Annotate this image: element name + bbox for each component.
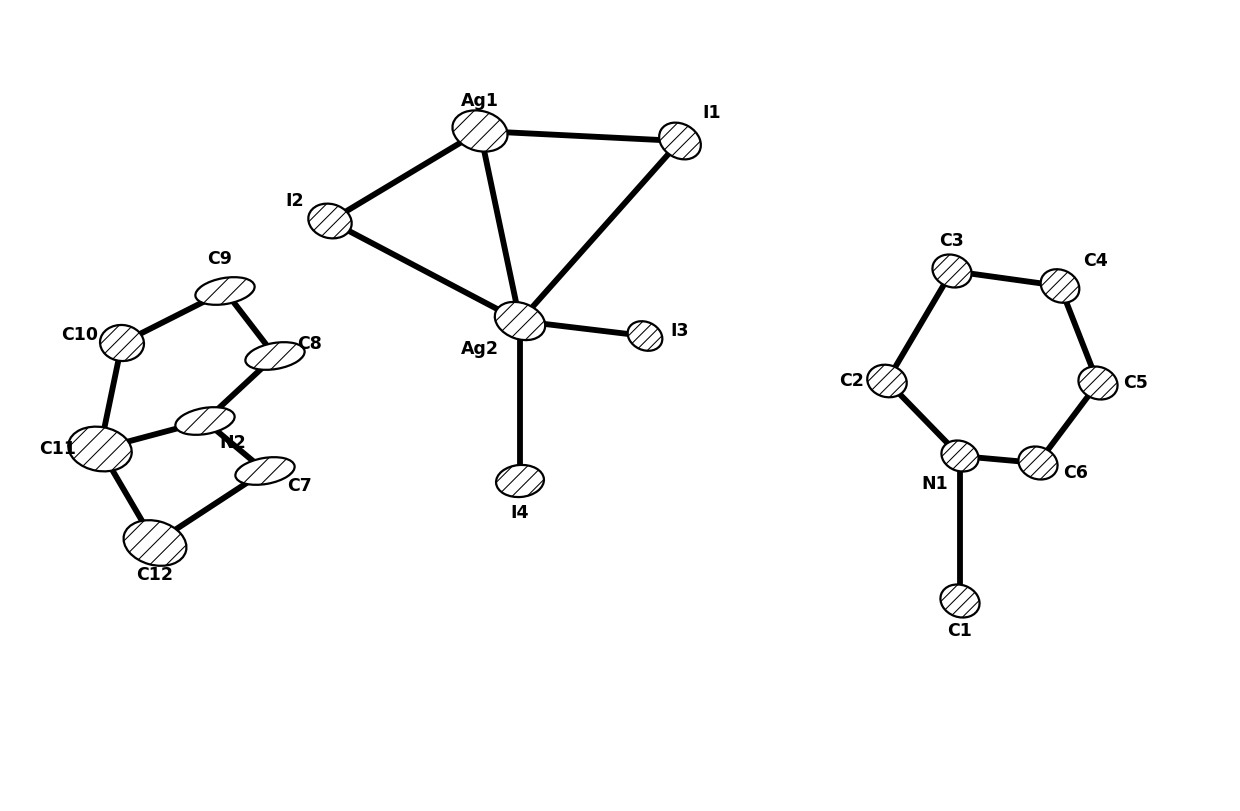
Text: C6: C6 [1064,464,1089,482]
Text: N1: N1 [921,475,949,493]
Ellipse shape [309,204,352,238]
Text: C12: C12 [136,566,174,584]
Text: C10: C10 [62,326,98,344]
Text: I1: I1 [703,104,722,122]
Ellipse shape [660,122,701,160]
Ellipse shape [932,255,972,288]
Ellipse shape [941,440,978,471]
Text: Ag1: Ag1 [461,92,498,110]
Ellipse shape [68,427,131,471]
Text: C7: C7 [288,477,312,495]
Text: I3: I3 [671,322,689,340]
Text: I4: I4 [511,504,529,522]
Ellipse shape [246,342,305,370]
Ellipse shape [627,321,662,351]
Text: N2: N2 [219,434,247,452]
Ellipse shape [453,110,507,152]
Ellipse shape [100,325,144,361]
Ellipse shape [495,302,546,340]
Text: C3: C3 [940,232,965,250]
Ellipse shape [1018,447,1058,479]
Text: C11: C11 [40,440,77,458]
Ellipse shape [175,407,234,435]
Ellipse shape [496,465,544,497]
Text: C4: C4 [1083,252,1107,270]
Text: C9: C9 [207,250,232,268]
Ellipse shape [867,365,906,397]
Text: I2: I2 [285,192,304,210]
Ellipse shape [196,277,254,305]
Text: C5: C5 [1123,374,1148,392]
Text: Ag2: Ag2 [461,340,498,358]
Ellipse shape [124,520,186,566]
Text: C1: C1 [947,622,972,640]
Ellipse shape [236,457,295,485]
Ellipse shape [1079,367,1117,400]
Text: C2: C2 [839,372,864,390]
Ellipse shape [1040,269,1079,303]
Text: C8: C8 [298,335,322,353]
Ellipse shape [940,585,980,617]
